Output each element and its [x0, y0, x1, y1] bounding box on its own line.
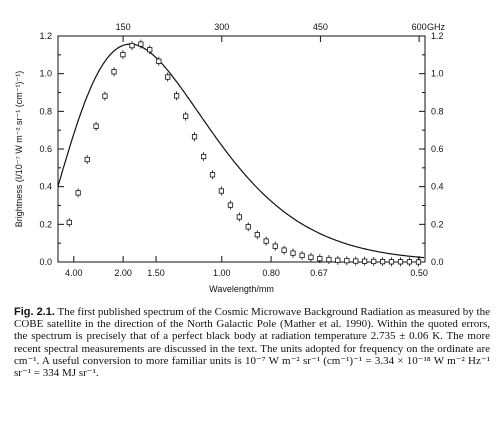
data-point: [299, 252, 305, 259]
data-point: [397, 259, 404, 265]
bottom-tick-label: 0.67: [310, 268, 328, 278]
figure-caption: Fig. 2.1. The first published spectrum o…: [14, 306, 490, 379]
data-point: [353, 258, 359, 264]
data-point: [227, 202, 234, 208]
y-tick-label-left: 1.0: [39, 69, 52, 79]
data-point: [173, 93, 180, 99]
bottom-tick-label: 1.00: [213, 268, 231, 278]
x-axis-title: Wavelength/mm: [209, 284, 274, 294]
y-tick-label-right: 1.0: [431, 69, 444, 79]
caption-text: The first published spectrum of the Cosm…: [14, 306, 490, 380]
y-tick-label-left: 0.0: [39, 257, 52, 267]
data-points: [66, 39, 422, 267]
top-tick-label: 600: [412, 22, 427, 32]
figure-label: Fig. 2.1.: [14, 306, 55, 318]
data-point: [388, 259, 395, 265]
data-point: [362, 258, 368, 264]
data-point: [84, 156, 90, 163]
y-tick-label-right: 0.8: [431, 106, 444, 116]
cmb-spectrum-chart: 150 300 450 600 4.00 2.00 1.50 1.00 0.80 0.67 0.50…: [14, 22, 446, 294]
y-tick-label-left: 0.6: [39, 144, 52, 154]
data-point: [209, 172, 216, 178]
data-point: [236, 214, 242, 220]
data-point: [272, 243, 278, 249]
y-tick-label-left: 1.2: [39, 31, 52, 41]
bottom-tick-label: 0.50: [410, 268, 428, 278]
data-point: [281, 247, 287, 253]
data-point: [344, 258, 350, 264]
y-tick-label-right: 0.2: [431, 219, 444, 229]
data-point: [218, 188, 224, 194]
data-point: [379, 259, 386, 265]
bottom-tick-label: 4.00: [65, 268, 83, 278]
y-tick-label-right: 0.0: [431, 257, 444, 267]
data-point: [191, 134, 198, 140]
data-point: [75, 190, 81, 196]
bottom-tick-label: 1.50: [147, 268, 165, 278]
data-point: [138, 41, 144, 47]
bottom-tick-label: 0.80: [262, 268, 280, 278]
data-point: [129, 43, 135, 49]
y-tick-label-right: 1.2: [431, 31, 444, 41]
data-point: [254, 232, 260, 238]
top-tick-label: 450: [313, 22, 328, 32]
data-point: [156, 58, 162, 64]
y-axis-title: Brightness (I/10⁻⁷ W m⁻² sr⁻¹ (cm⁻¹)⁻¹): [14, 71, 24, 228]
data-point: [406, 259, 413, 265]
tick-labels: 150 300 450 600 4.00 2.00 1.50 1.00 0.80 0.67 0.50…: [39, 22, 443, 278]
bottom-tick-label: 2.00: [114, 268, 132, 278]
data-point: [147, 47, 153, 53]
data-point: [111, 69, 117, 75]
y-tick-label-left: 0.2: [39, 219, 52, 229]
data-point: [66, 219, 72, 226]
y-tick-label-right: 0.4: [431, 182, 444, 192]
data-point: [263, 238, 269, 244]
data-point: [371, 258, 377, 265]
data-point: [326, 256, 332, 263]
data-point: [317, 256, 323, 262]
data-point: [183, 113, 189, 119]
y-tick-label-left: 0.8: [39, 106, 52, 116]
top-axis-unit: GHz: [427, 22, 446, 32]
data-point: [335, 257, 341, 263]
data-point: [102, 93, 108, 99]
blackbody-fit-curve: [57, 43, 425, 259]
y-tick-label-left: 0.4: [39, 182, 52, 192]
data-point: [120, 52, 126, 58]
data-point: [165, 74, 171, 80]
data-point: [290, 250, 296, 256]
data-point: [245, 224, 251, 230]
data-point: [415, 259, 422, 265]
top-tick-label: 150: [116, 22, 131, 32]
data-point: [308, 254, 314, 260]
top-tick-label: 300: [214, 22, 229, 32]
data-point: [201, 153, 207, 160]
data-point: [93, 123, 99, 129]
y-tick-label-right: 0.6: [431, 144, 444, 154]
